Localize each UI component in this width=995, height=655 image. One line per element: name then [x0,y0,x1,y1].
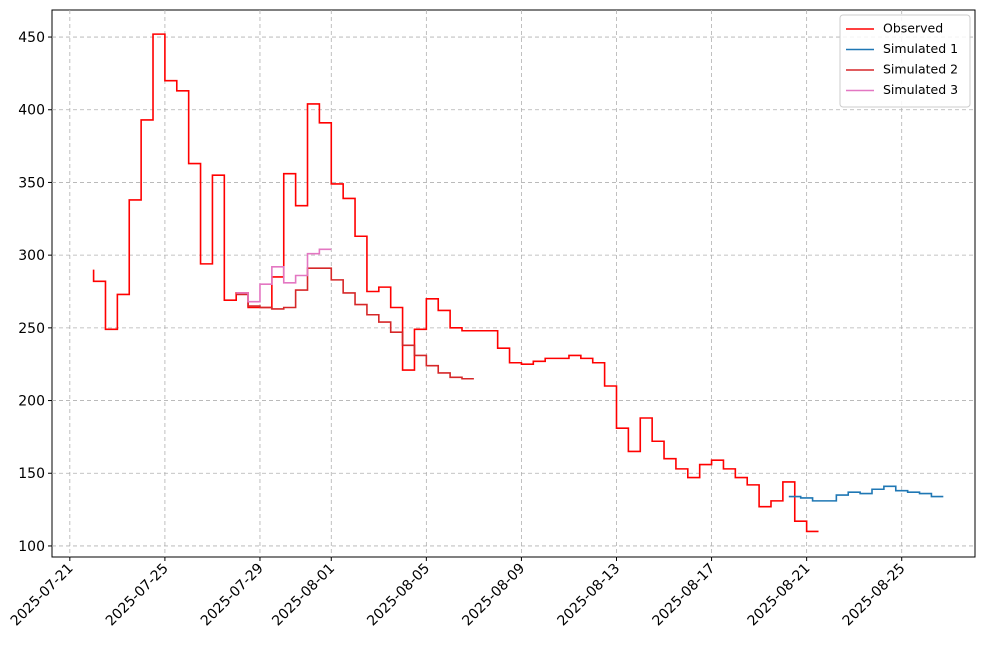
x-tick-label: 2025-08-25 [840,561,909,630]
x-tick-label: 2025-08-21 [745,561,814,630]
y-tick-label: 200 [18,394,45,410]
x-tick-label: 2025-07-25 [103,561,172,630]
grid [52,10,975,557]
legend-label: Simulated 2 [883,62,958,77]
legend-label: Simulated 1 [883,41,958,56]
series-line [236,248,332,303]
legend-label: Simulated 3 [883,82,958,97]
y-tick-label: 400 [18,103,45,119]
y-tick-label: 250 [18,321,45,337]
x-tick-label: 2025-08-01 [269,561,338,630]
x-tick-label: 2025-08-13 [554,561,623,630]
legend-label: Observed [883,21,943,36]
series-line [236,267,474,380]
x-tick-label: 2025-08-17 [650,561,719,630]
y-tick-label: 300 [18,248,45,264]
y-tick-label: 150 [18,466,45,482]
series-line [92,33,819,533]
x-tick-label: 2025-08-09 [459,561,528,630]
x-tick-label: 2025-07-21 [8,561,77,630]
plot-frame [51,9,976,558]
y-tick-label: 450 [18,30,45,46]
legend-box [839,14,971,108]
x-tick-label: 2025-08-05 [364,561,433,630]
y-tick-label: 100 [18,539,45,555]
y-tick-label: 350 [18,175,45,191]
x-tick-label: 2025-07-29 [198,561,267,630]
series-line [788,485,944,502]
